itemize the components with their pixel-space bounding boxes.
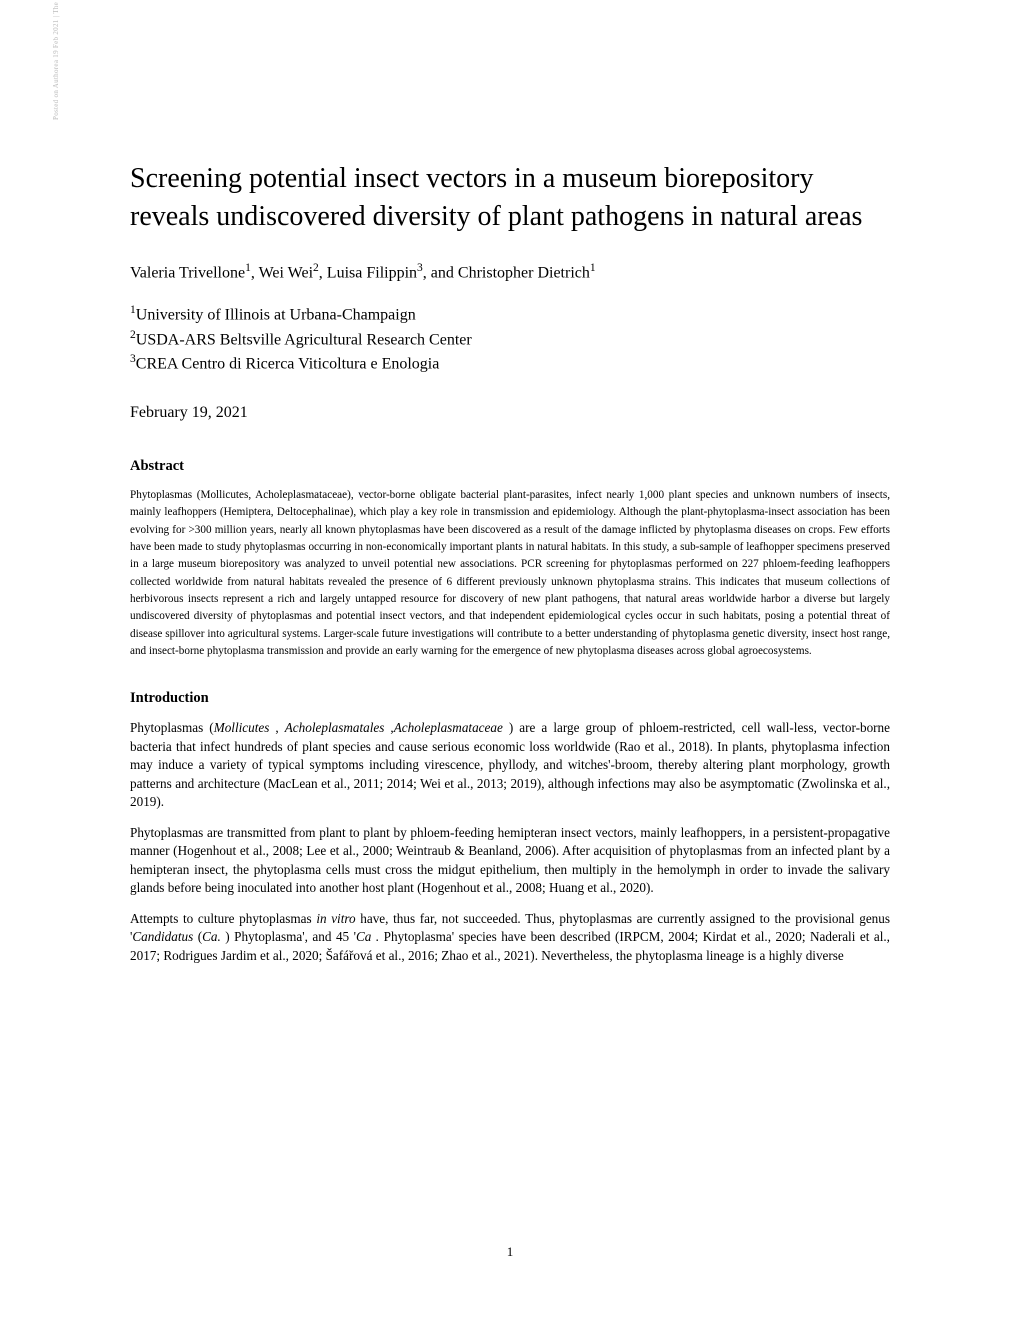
- intro-p3-i4: Ca .: [356, 929, 379, 944]
- author-4: Christopher Dietrich: [458, 264, 590, 281]
- author-1: Valeria Trivellone: [130, 264, 245, 281]
- abstract-heading: Abstract: [130, 458, 890, 475]
- affiliation-2: 2USDA-ARS Beltsville Agricultural Resear…: [130, 327, 890, 352]
- author-3: Luisa Filippin: [327, 264, 417, 281]
- abstract-text: Phytoplasmas (Mollicutes, Acholeplasmata…: [130, 487, 890, 661]
- publication-date: February 19, 2021: [130, 404, 890, 422]
- affiliation-1: 1University of Illinois at Urbana-Champa…: [130, 302, 890, 327]
- affiliation-3-text: CREA Centro di Ricerca Viticoltura e Eno…: [136, 356, 440, 373]
- intro-paragraph-1: Phytoplasmas (Mollicutes , Acholeplasmat…: [130, 719, 890, 811]
- intro-p3-i1: in vitro: [316, 911, 355, 926]
- author-4-sup: 1: [590, 262, 596, 274]
- intro-p3-mid3: ) Phytoplasma', and 45 ': [221, 929, 356, 944]
- intro-p1-i1: Mollicutes: [214, 720, 276, 735]
- intro-p3-pre: Attempts to culture phytoplasmas: [130, 911, 316, 926]
- paper-title: Screening potential insect vectors in a …: [130, 160, 890, 236]
- author-2: Wei Wei: [259, 264, 313, 281]
- affiliation-3: 3CREA Centro di Ricerca Viticoltura e En…: [130, 351, 890, 376]
- author-3-sup: 3: [417, 262, 423, 274]
- affiliation-2-text: USDA-ARS Beltsville Agricultural Researc…: [136, 331, 472, 348]
- intro-paragraph-2: Phytoplasmas are transmitted from plant …: [130, 824, 890, 898]
- author-2-sup: 2: [313, 262, 319, 274]
- intro-p1-mid1: ,: [275, 720, 284, 735]
- page-content: Screening potential insect vectors in a …: [0, 0, 1020, 1037]
- affiliation-list: 1University of Illinois at Urbana-Champa…: [130, 302, 890, 376]
- intro-p3-mid2: (: [193, 929, 202, 944]
- preprint-sidebar-watermark: Posted on Authorea 19 Feb 2021 | The cop…: [52, 0, 60, 120]
- intro-p1-i2: Acholeplasmatales: [285, 720, 391, 735]
- intro-p3-i2: Candidatus: [132, 929, 193, 944]
- intro-p3-i3: Ca.: [202, 929, 221, 944]
- intro-p1-i3: Acholeplasmataceae: [394, 720, 509, 735]
- introduction-heading: Introduction: [130, 690, 890, 707]
- page-number: 1: [0, 1244, 1020, 1260]
- author-list: Valeria Trivellone1, Wei Wei2, Luisa Fil…: [130, 260, 890, 285]
- author-1-sup: 1: [245, 262, 251, 274]
- intro-p1-pre: Phytoplasmas (: [130, 720, 214, 735]
- affiliation-1-text: University of Illinois at Urbana-Champai…: [136, 307, 416, 324]
- intro-paragraph-3: Attempts to culture phytoplasmas in vitr…: [130, 910, 890, 965]
